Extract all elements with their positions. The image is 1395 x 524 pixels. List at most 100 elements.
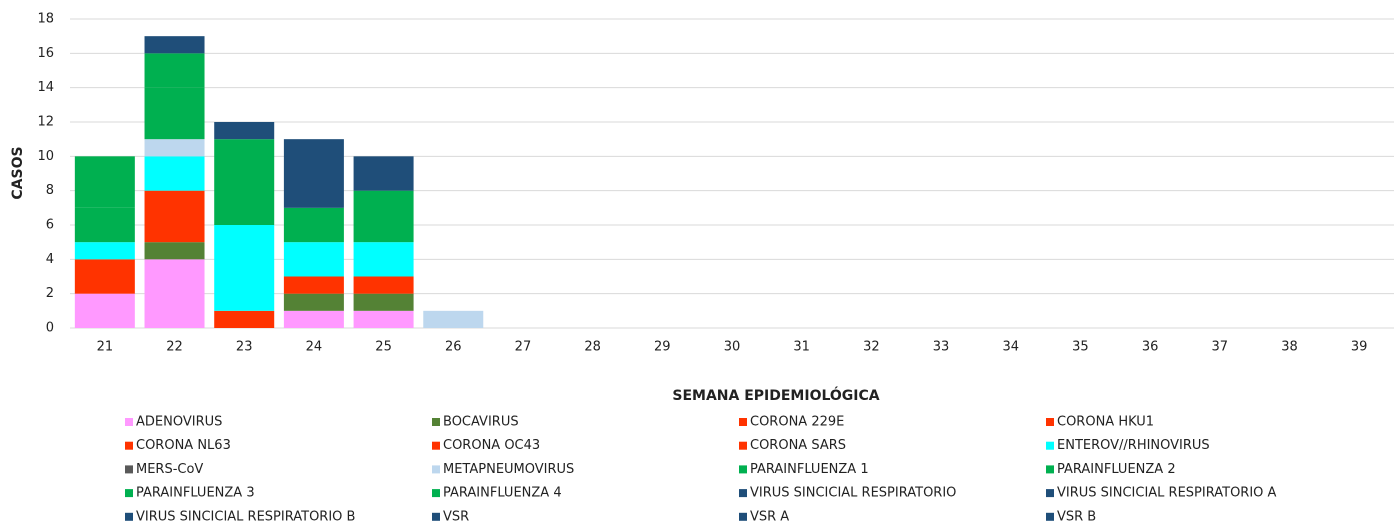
x-tick-label: 21 xyxy=(97,340,114,355)
legend-label: CORONA OC43 xyxy=(443,438,540,453)
x-tick-label: 34 xyxy=(1002,340,1019,355)
y-tick-label: 0 xyxy=(46,321,54,336)
legend-swatch xyxy=(432,418,440,426)
bar-segment xyxy=(283,242,344,277)
bar-segment xyxy=(423,310,484,328)
legend-label: VSR A xyxy=(750,509,789,524)
legend-swatch xyxy=(739,418,747,426)
bar-segment xyxy=(144,190,205,243)
bar-segment xyxy=(214,122,275,140)
legend-label: VIRUS SINCICIAL RESPIRATORIO B xyxy=(136,509,355,524)
bar-segment xyxy=(144,139,205,157)
bar-segment xyxy=(144,53,205,88)
legend-swatch xyxy=(1046,465,1054,474)
x-tick-label: 37 xyxy=(1212,340,1229,355)
bar-segment xyxy=(353,156,414,191)
x-tick-label: 28 xyxy=(584,340,601,355)
y-tick-label: 10 xyxy=(37,149,54,164)
legend-label: ENTEROV//RHINOVIRUS xyxy=(1057,438,1210,453)
bar-segment xyxy=(283,276,344,294)
legend-label: METAPNEUMOVIRUS xyxy=(443,462,574,477)
bar-segment xyxy=(353,276,414,294)
bar-segment xyxy=(283,139,344,208)
y-tick-label: 6 xyxy=(46,218,54,233)
x-tick-label: 25 xyxy=(375,340,392,355)
legend-label: VSR xyxy=(443,509,469,524)
bar-segment xyxy=(74,293,135,328)
bar-segment xyxy=(144,156,205,191)
y-tick-label: 4 xyxy=(46,252,54,267)
legend-swatch xyxy=(125,441,133,450)
x-tick-label: 33 xyxy=(933,340,950,355)
bar-segment xyxy=(74,242,135,260)
legend-label: ADENOVIRUS xyxy=(136,415,222,430)
y-tick-label: 16 xyxy=(37,46,54,61)
bar-segment xyxy=(74,207,135,243)
bar-segment xyxy=(214,310,275,328)
legend-swatch xyxy=(432,465,440,474)
legend-label: PARAINFLUENZA 2 xyxy=(1057,462,1176,477)
bar-segment xyxy=(283,207,344,243)
y-tick-label: 2 xyxy=(46,286,54,301)
bar-segment xyxy=(144,36,205,54)
bar-segment xyxy=(74,156,135,208)
y-axis-label: CASOS xyxy=(10,146,26,199)
legend-swatch xyxy=(125,465,133,474)
x-tick-label: 32 xyxy=(863,340,880,355)
legend-swatch xyxy=(739,465,747,474)
legend-swatch xyxy=(125,418,133,426)
legend-label: PARAINFLUENZA 1 xyxy=(750,462,869,477)
bar-segment xyxy=(214,139,275,225)
bar-segment xyxy=(283,310,344,328)
legend-swatch xyxy=(1046,512,1054,521)
legend-label: VIRUS SINCICIAL RESPIRATORIO xyxy=(750,486,956,501)
x-tick-label: 35 xyxy=(1072,340,1089,355)
legend-swatch xyxy=(432,441,440,450)
legend-swatch xyxy=(432,512,440,521)
x-tick-label: 29 xyxy=(654,340,671,355)
legend-swatch xyxy=(1046,441,1054,450)
bar-segment xyxy=(144,87,205,140)
legend-label: CORONA SARS xyxy=(750,438,846,453)
legend-label: VIRUS SINCICIAL RESPIRATORIO A xyxy=(1057,486,1277,501)
bar-segment xyxy=(353,190,414,243)
legend-swatch xyxy=(125,512,133,521)
bar-segment xyxy=(144,242,205,260)
x-tick-label: 30 xyxy=(724,340,741,355)
bar-segment xyxy=(353,310,414,328)
x-axis-label: SEMANA EPIDEMIOLÓGICA xyxy=(672,386,879,404)
bar-segment xyxy=(283,293,344,311)
x-tick-label: 24 xyxy=(306,340,323,355)
legend-swatch xyxy=(739,489,747,498)
x-tick-label: 23 xyxy=(236,340,253,355)
x-tick-label: 36 xyxy=(1142,340,1159,355)
legend-label: PARAINFLUENZA 4 xyxy=(443,486,562,501)
x-tick-label: 31 xyxy=(793,340,810,355)
y-tick-label: 12 xyxy=(37,115,54,130)
legend-swatch xyxy=(1046,418,1054,426)
legend-label: CORONA HKU1 xyxy=(1057,415,1154,430)
legend-label: PARAINFLUENZA 3 xyxy=(136,486,255,501)
y-tick-label: 14 xyxy=(37,80,54,95)
legend-label: CORONA 229E xyxy=(750,415,844,430)
legend-swatch xyxy=(432,489,440,498)
x-tick-label: 38 xyxy=(1281,340,1298,355)
legend-swatch xyxy=(739,441,747,450)
x-tick-label: 27 xyxy=(515,340,532,355)
legend-label: VSR B xyxy=(1057,509,1096,524)
x-tick-label: 39 xyxy=(1351,340,1368,355)
bar-segment xyxy=(74,259,135,294)
x-tick-label: 26 xyxy=(445,340,462,355)
legend-label: BOCAVIRUS xyxy=(443,415,519,430)
legend-swatch xyxy=(739,512,747,521)
legend-swatch xyxy=(125,489,133,498)
bar-segment xyxy=(353,242,414,277)
bar-segment xyxy=(214,225,275,311)
legend-swatch xyxy=(1046,489,1054,498)
x-tick-label: 22 xyxy=(166,340,183,355)
y-tick-label: 8 xyxy=(46,183,54,198)
y-tick-label: 18 xyxy=(37,12,54,27)
legend-label: CORONA NL63 xyxy=(136,438,231,453)
